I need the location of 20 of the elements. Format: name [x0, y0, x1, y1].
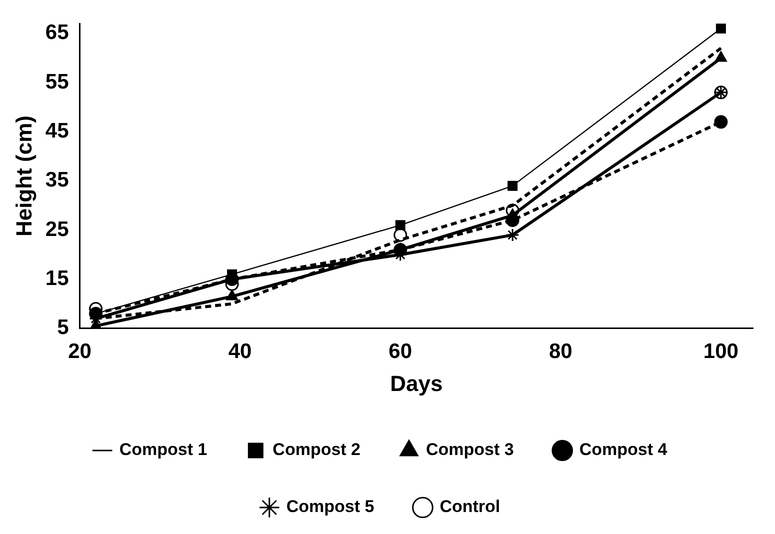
legend-label: Compost 5: [286, 497, 374, 516]
legend-label: Compost 1: [119, 440, 208, 460]
legend-label: Control: [440, 497, 500, 516]
y-tick-label: 25: [45, 218, 70, 241]
x-axis-title: Days: [390, 370, 443, 396]
legend-label: Compost 4: [579, 440, 668, 460]
y-axis-title: Height (cm): [11, 116, 36, 236]
y-tick-label: 55: [45, 70, 70, 94]
x-tick-label: 20: [68, 340, 92, 363]
x-tick-label: 80: [548, 340, 572, 363]
y-tick-label: 5: [57, 316, 70, 340]
y-tick-label: 15: [45, 267, 70, 290]
x-tick-label: 60: [388, 340, 412, 363]
legend-label: Compost 2: [272, 440, 361, 460]
y-tick-label: 65: [45, 21, 70, 44]
y-tick-label: 45: [45, 120, 70, 143]
legend-label: Compost 3: [426, 440, 514, 460]
x-tick-label: 40: [228, 340, 252, 363]
y-tick-label: 35: [45, 168, 70, 192]
x-tick-label: 100: [703, 340, 738, 363]
